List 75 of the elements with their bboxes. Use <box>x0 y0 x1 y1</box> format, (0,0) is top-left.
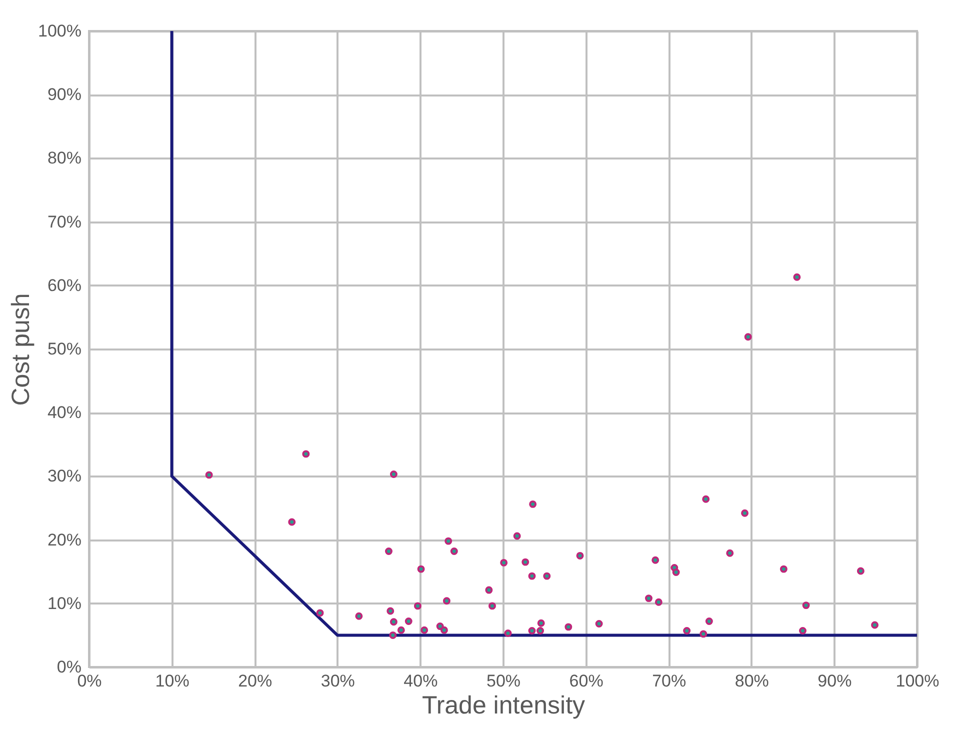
point <box>529 500 537 508</box>
point <box>543 572 551 580</box>
point <box>440 626 448 634</box>
point <box>683 627 691 634</box>
point <box>528 627 536 634</box>
point <box>780 565 788 573</box>
y-tick-label: 70% <box>47 212 82 232</box>
point <box>488 602 496 610</box>
point <box>485 586 493 594</box>
point <box>390 470 398 478</box>
point <box>702 495 710 503</box>
point <box>390 618 398 626</box>
x-tick-label: 90% <box>818 672 852 690</box>
point <box>205 471 213 479</box>
point <box>672 568 680 576</box>
x-tick-label: 40% <box>404 672 438 690</box>
x-tick-label: 100% <box>896 672 940 690</box>
point <box>793 273 801 281</box>
point <box>414 602 422 610</box>
point <box>522 558 530 566</box>
point <box>726 549 734 557</box>
x-tick-label: 60% <box>569 672 604 690</box>
point <box>386 607 394 615</box>
point <box>417 565 425 573</box>
y-axis-title: Cost push <box>7 293 36 406</box>
point <box>644 594 652 602</box>
y-tick-label: 50% <box>47 340 82 358</box>
point <box>802 602 810 610</box>
point <box>700 630 708 638</box>
point <box>316 609 324 617</box>
point <box>705 617 713 625</box>
point <box>500 558 508 566</box>
point <box>744 333 752 341</box>
point <box>528 572 536 580</box>
point <box>536 627 544 634</box>
y-tick-label: 100% <box>38 22 82 40</box>
point <box>397 626 405 634</box>
point <box>389 631 397 639</box>
x-tick-label: 10% <box>155 672 190 690</box>
point <box>355 612 363 620</box>
point <box>595 620 603 628</box>
x-tick-label: 0% <box>77 672 102 690</box>
y-tick-label: 60% <box>47 276 82 295</box>
point <box>654 598 662 606</box>
y-tick-label: 80% <box>47 148 82 168</box>
y-tick-label: 90% <box>47 85 82 104</box>
point <box>576 552 584 560</box>
point <box>436 622 444 630</box>
point <box>537 619 545 627</box>
point <box>856 567 864 575</box>
point <box>564 623 572 631</box>
point <box>652 556 660 564</box>
x-axis-title: Trade intensity <box>422 692 586 720</box>
y-tick-label: 20% <box>47 530 82 550</box>
x-tick-label: 70% <box>652 672 686 690</box>
point <box>798 627 806 634</box>
y-tick-label: 30% <box>47 466 82 486</box>
point <box>444 537 452 545</box>
x-tick-label: 30% <box>320 672 355 690</box>
point <box>741 509 749 517</box>
point <box>442 597 450 605</box>
point <box>404 617 412 625</box>
point <box>420 626 428 634</box>
point <box>288 518 296 526</box>
x-tick-label: 20% <box>238 672 272 690</box>
point <box>450 548 458 555</box>
x-tick-label: 80% <box>734 672 769 690</box>
point <box>384 548 392 555</box>
point <box>504 630 512 638</box>
y-tick-label: 10% <box>47 594 82 613</box>
point <box>871 621 879 629</box>
y-tick-label: 40% <box>47 403 82 422</box>
x-tick-label: 50% <box>486 672 521 690</box>
point <box>302 450 310 458</box>
point <box>513 532 521 540</box>
